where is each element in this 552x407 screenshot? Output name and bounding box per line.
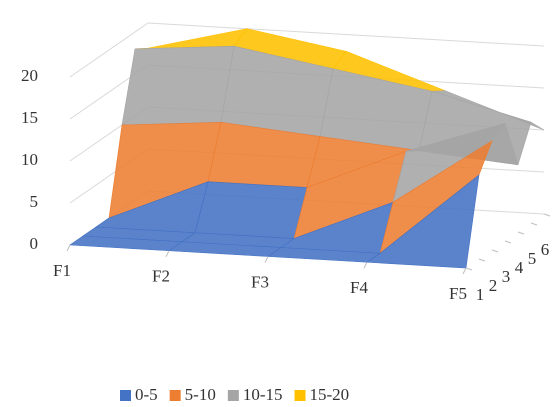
x-tick-label: F4 <box>350 278 368 297</box>
grid-line <box>147 22 545 47</box>
z-tick-label: 5 <box>30 192 39 211</box>
grid-line <box>69 22 149 78</box>
legend-swatch <box>120 390 131 401</box>
z-tick-label: 0 <box>30 234 39 253</box>
x-tick-label: F1 <box>53 261 71 280</box>
legend-swatch <box>294 390 306 401</box>
legend-swatch <box>169 390 181 401</box>
depth-tick <box>543 213 551 217</box>
legend-label: 10-15 <box>243 385 283 404</box>
depth-tick <box>491 249 499 253</box>
depth-tick <box>478 258 486 262</box>
x-tick-label: F5 <box>449 284 467 303</box>
surface-patch <box>121 45 235 126</box>
x-tick <box>264 256 269 263</box>
x-tick <box>66 244 71 252</box>
z-tick-label: 20 <box>21 66 38 85</box>
surface-patch <box>194 181 308 239</box>
surface-patch <box>366 174 480 269</box>
x-tick-label: F2 <box>152 267 170 286</box>
x-tick <box>363 262 368 269</box>
depth-tick <box>517 231 525 235</box>
depth-tick-label: 6 <box>541 240 550 259</box>
depth-tick-label: 2 <box>489 276 498 295</box>
x-tick <box>462 267 467 275</box>
legend-label: 5-10 <box>185 385 216 404</box>
depth-tick <box>530 222 538 226</box>
legend-swatch <box>227 390 239 401</box>
depth-tick-label: 3 <box>502 267 511 286</box>
depth-tick-label: 4 <box>515 258 524 277</box>
depth-tick-label: 1 <box>476 285 485 304</box>
x-tick <box>165 250 170 257</box>
depth-tick-label: 5 <box>528 249 537 268</box>
depth-tick <box>504 240 512 244</box>
legend-label: 0-5 <box>135 385 158 404</box>
legend-label: 15-20 <box>310 385 350 404</box>
z-tick-label: 15 <box>21 108 38 127</box>
surface-patch <box>134 28 248 50</box>
x-tick-label: F3 <box>251 272 269 291</box>
z-tick-label: 10 <box>21 150 38 169</box>
depth-tick <box>465 267 473 271</box>
